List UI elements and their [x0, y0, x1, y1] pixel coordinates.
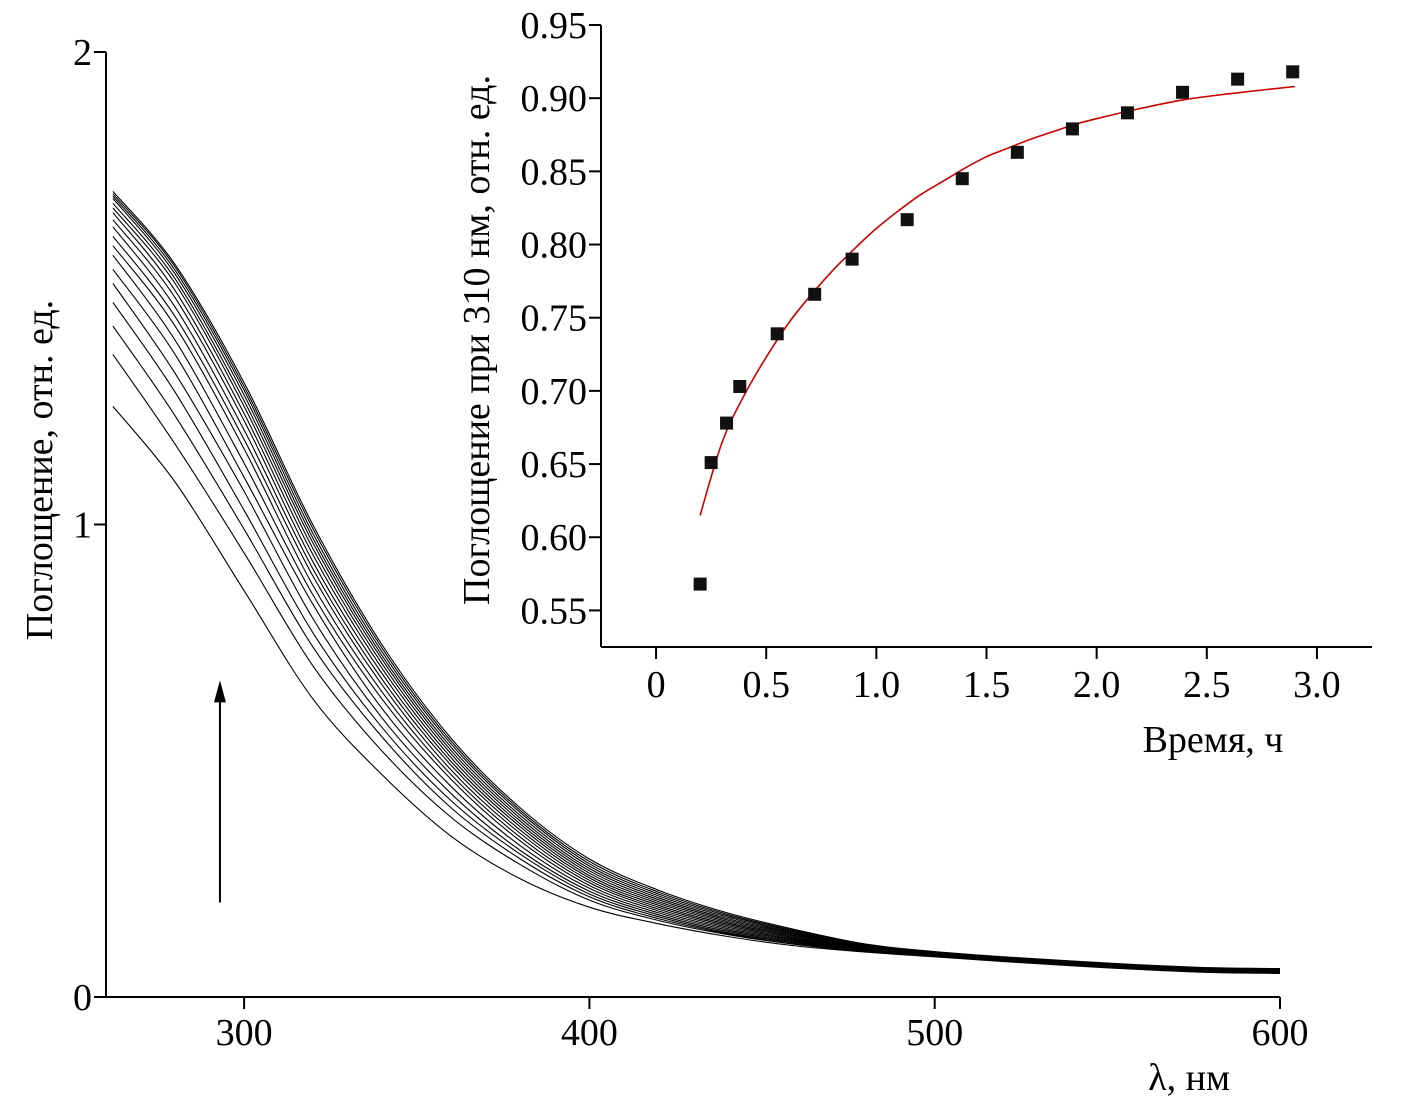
inset-y-tick-label: 0.70: [521, 371, 588, 413]
main-spectra-series: [112, 191, 1281, 974]
spectrum-line: [112, 325, 1281, 973]
main-x-axis-title: λ, нм: [1148, 1057, 1230, 1099]
main-y-tick-label: 2: [73, 32, 92, 74]
inset-y-axis-title: Поглощение при 310 нм, отн. ед.: [456, 75, 498, 605]
inset-x-tick-label: 0: [647, 664, 666, 706]
data-point: [693, 577, 707, 591]
spectral-change-arrow: [213, 680, 226, 903]
inset-y-tick-label: 0.65: [521, 444, 588, 486]
inset-x-tick-label: 3.0: [1293, 664, 1341, 706]
data-point: [900, 213, 914, 227]
inset-y-tick-label: 0.80: [521, 225, 588, 267]
inset-y-tick-label: 0.90: [521, 78, 588, 120]
data-point: [1176, 85, 1190, 99]
main-y-tick-label: 1: [73, 505, 92, 547]
spectrum-line: [112, 245, 1281, 972]
inset-y-tick-label: 0.75: [521, 298, 588, 340]
data-point: [770, 327, 784, 341]
inset-fit-curve: [699, 85, 1295, 516]
main-x-tick-label: 300: [216, 1012, 273, 1054]
inset-x-axis-title: Время, ч: [1143, 719, 1284, 761]
data-point: [704, 456, 718, 470]
spectrum-line: [112, 191, 1281, 970]
data-point: [845, 252, 859, 266]
data-point: [1286, 65, 1300, 79]
inset-y-tick-label: 0.60: [521, 517, 588, 559]
inset-data-points: [693, 65, 1300, 591]
spectrum-line: [112, 302, 1281, 973]
main-x-tick-label: 400: [561, 1012, 618, 1054]
inset-x-tick-label: 1.5: [963, 664, 1011, 706]
spectrum-line: [112, 219, 1281, 972]
data-point: [1120, 106, 1134, 120]
inset-x-tick-label: 0.5: [742, 664, 790, 706]
main-ticks: 300 400 500 600 0 1 2: [73, 32, 1309, 1054]
data-point: [955, 172, 969, 186]
main-y-axis-title: Поглощение, отн. ед.: [19, 300, 61, 640]
data-point: [1231, 72, 1245, 86]
main-x-tick-label: 600: [1252, 1012, 1309, 1054]
inset-y-tick-label: 0.55: [521, 590, 588, 632]
inset-x-tick-label: 1.0: [853, 664, 901, 706]
main-x-tick-label: 500: [906, 1012, 963, 1054]
spectrum-line: [112, 212, 1281, 971]
inset-x-tick-label: 2.5: [1183, 664, 1231, 706]
inset-kinetics-chart: 0 0.5 1.0 1.5 2.0 2.5 3.0 0.55 0.60 0.65 0.70 0.75 0…: [456, 5, 1372, 761]
data-point: [720, 416, 734, 430]
inset-y-tick-label: 0.95: [521, 5, 588, 47]
spectrum-line: [112, 283, 1281, 973]
arrow-head: [213, 680, 226, 703]
data-point: [1065, 122, 1079, 136]
inset-ticks: 0 0.5 1.0 1.5 2.0 2.5 3.0 0.55 0.60 0.65 0.70 0.75 0…: [521, 5, 1341, 706]
fit-curve: [699, 85, 1295, 516]
inset-y-tick-label: 0.85: [521, 151, 588, 193]
spectrum-line: [112, 235, 1281, 972]
spectrum-line: [112, 254, 1281, 973]
spectrum-line: [112, 269, 1281, 973]
data-point: [808, 287, 822, 301]
main-spectra-chart: 300 400 500 600 0 1 2 λ, нм Поглощение, отн. е…: [19, 32, 1309, 1099]
inset-x-tick-label: 2.0: [1073, 664, 1121, 706]
main-y-tick-label: 0: [73, 977, 92, 1019]
spectrum-line: [112, 226, 1281, 972]
data-point: [733, 379, 747, 393]
data-point: [1010, 145, 1024, 159]
